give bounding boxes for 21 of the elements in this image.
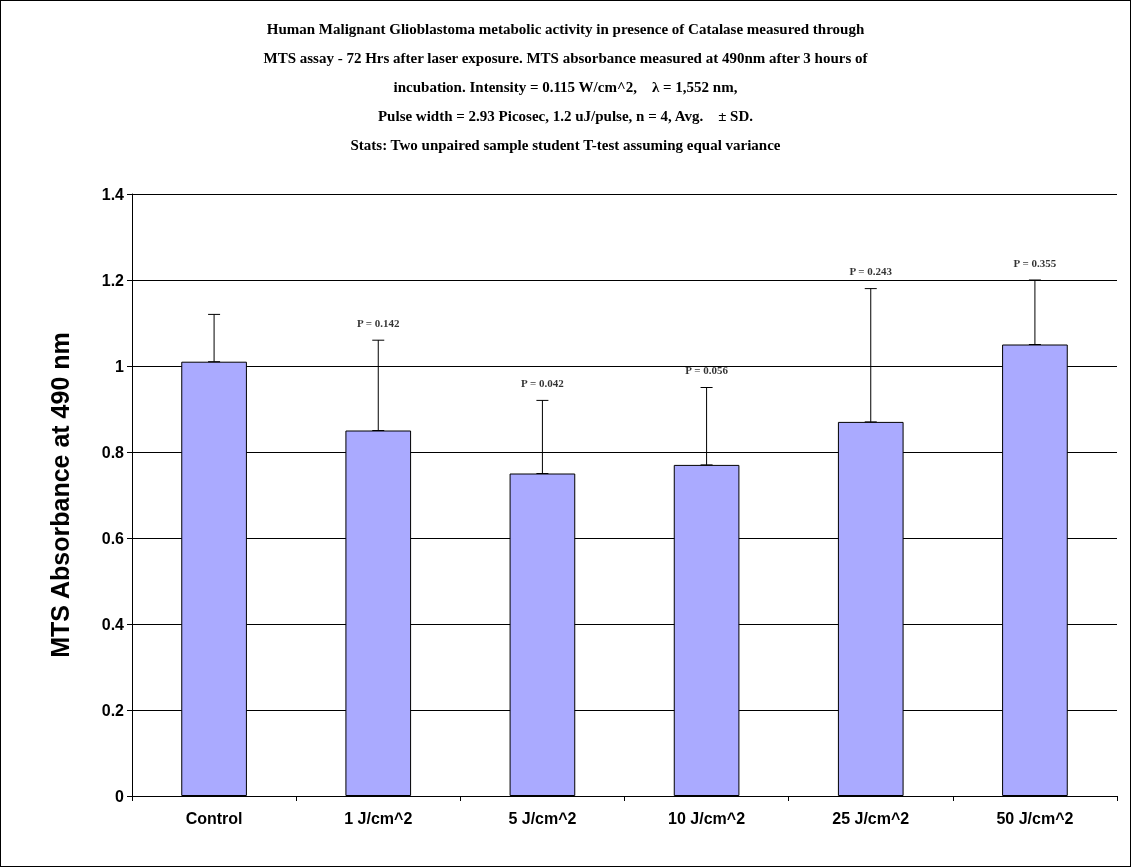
- annotation: P = 0.355: [1013, 256, 1057, 269]
- x-tick-label: 5 J/cm^2: [508, 809, 577, 827]
- y-tick-label: 1: [115, 357, 125, 375]
- x-tick-label: 10 J/cm^2: [668, 809, 746, 827]
- y-tick-label: 0.6: [101, 529, 125, 547]
- x-tick-label: Control: [185, 809, 243, 827]
- annotation: P = 0.142: [356, 316, 401, 329]
- y-tick-label: 0: [115, 787, 125, 805]
- y-tick-label: 0.4: [101, 615, 125, 633]
- annotation: P = 0.243: [849, 265, 893, 278]
- y-axis-title: MTS Absorbance at 490 nm: [45, 332, 74, 658]
- x-tick-label: 25 J/cm^2: [832, 809, 910, 827]
- chart-title: Human Malignant Glioblastoma metabolic activity in presence of Catalase measured through MTS assay - 72 Hrs after laser exposure. MTS absorbance measured at 490nm after 3 hours of incubation. Intensity = 0.115 W/cm^2, λ = 1,552 nm, Pulse width = 2.93 Picosec, 1.2 uJ/pulse, n = 4, Avg. ± SD. Stats: Two unpaired sample student T-test assuming equal variance: [263, 20, 869, 153]
- x-tick-label: 1 J/cm^2: [344, 809, 413, 827]
- x-tick-label: 50 J/cm^2: [996, 809, 1074, 827]
- y-tick-label: 0.2: [101, 701, 125, 719]
- y-tick-label: 0.8: [101, 443, 125, 461]
- annotation: P = 0.056: [685, 364, 729, 376]
- y-tick-label: 1.2: [101, 271, 125, 289]
- annotation: P = 0.042: [521, 376, 565, 389]
- y-tick-label: 1.4: [101, 185, 125, 203]
